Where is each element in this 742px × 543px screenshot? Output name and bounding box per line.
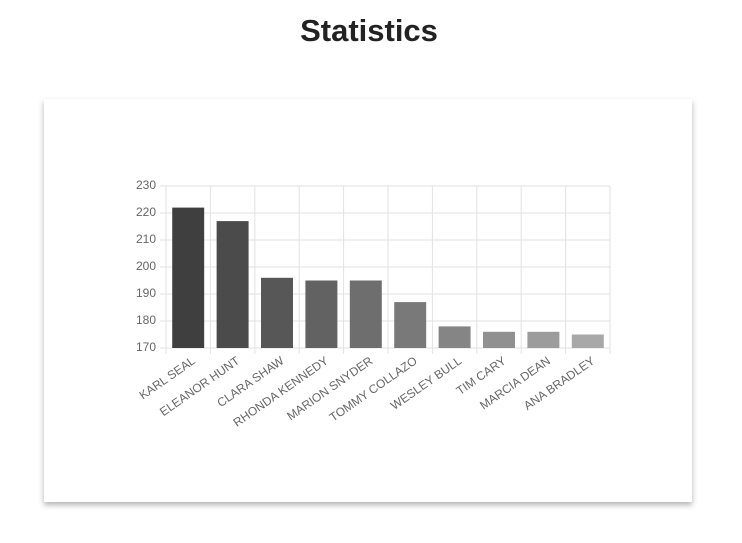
bar	[216, 221, 249, 348]
bar	[571, 334, 604, 348]
bar	[261, 277, 293, 348]
bar	[349, 280, 382, 348]
y-tick-label: 190	[136, 286, 156, 300]
y-tick-label: 170	[136, 340, 156, 354]
chart-title: Statistics	[300, 13, 438, 48]
y-tick-label: 200	[136, 259, 156, 273]
bar	[438, 326, 471, 348]
y-tick-label: 210	[136, 232, 156, 246]
bar	[172, 207, 205, 348]
bar	[527, 331, 560, 348]
bar	[483, 331, 515, 348]
y-tick-label: 220	[136, 205, 156, 219]
bar	[394, 302, 427, 348]
y-tick-label: 230	[136, 178, 156, 192]
y-tick-label: 180	[136, 313, 156, 327]
bar	[305, 280, 338, 348]
